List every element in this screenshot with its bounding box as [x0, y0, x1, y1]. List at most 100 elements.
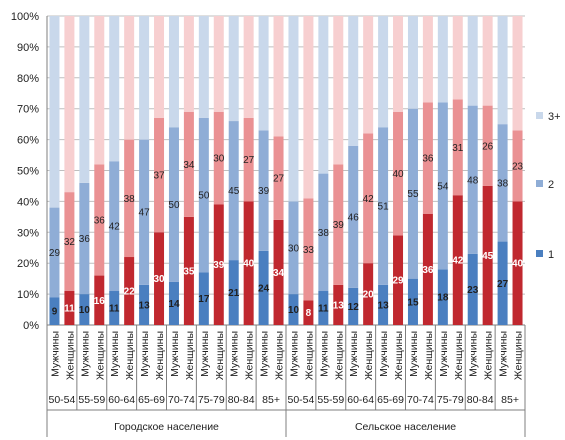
bar-segment [79, 182, 90, 295]
data-label: 39 [213, 260, 225, 271]
bar-segment [213, 204, 224, 325]
bar-segment [109, 161, 120, 292]
data-label: 39 [258, 186, 270, 197]
bar-segment [303, 198, 314, 301]
bar-segment [64, 192, 75, 292]
bar-segment [183, 216, 194, 325]
bar-segment [154, 232, 165, 325]
y-tick-label: 30% [17, 227, 39, 239]
data-label: 33 [303, 245, 315, 256]
bar-segment [407, 278, 418, 325]
sex-label: Женщины [124, 331, 136, 380]
bar-segment [348, 287, 359, 325]
data-label: 8 [306, 308, 312, 319]
bar-segment [318, 173, 329, 292]
bar-segment [273, 219, 284, 325]
data-label: 11 [109, 304, 120, 315]
age-group-label: 65-69 [138, 394, 165, 406]
legend-label: 2 [548, 179, 554, 191]
sex-label: Мужчины [288, 331, 300, 377]
y-tick-label: 90% [17, 42, 39, 54]
bar-segment [437, 102, 448, 270]
sex-label: Мужчины [408, 331, 420, 377]
age-group-label: 50-54 [288, 394, 315, 406]
bar-segment [437, 16, 448, 103]
data-label: 34 [273, 268, 285, 279]
bar-segment [393, 111, 404, 236]
bar-segment [303, 300, 314, 325]
bar-segment [363, 16, 374, 134]
sex-label: Женщины [154, 331, 166, 380]
data-label: 11 [64, 304, 75, 315]
age-group-label: 85+ [501, 394, 519, 406]
age-group-label: 60-64 [108, 394, 135, 406]
bar-segment [333, 284, 344, 325]
data-label: 51 [378, 202, 390, 213]
sex-label: Мужчины [468, 331, 480, 377]
x-axis-categories: Мужчины Женщины Мужчины Женщины Мужчины Женщи… [46, 325, 526, 437]
sex-label: Мужчины [109, 331, 121, 377]
bar-segment [198, 272, 209, 325]
data-label: 24 [258, 283, 270, 294]
bar-segment [333, 16, 344, 165]
bar-segment [348, 145, 359, 288]
data-label: 34 [183, 160, 195, 171]
data-label: 23 [467, 285, 479, 296]
age-group-label: 80-84 [228, 394, 255, 406]
bar-segment [467, 105, 478, 254]
data-label: 38 [497, 178, 509, 189]
y-tick-label: 0% [23, 320, 39, 332]
data-label: 54 [437, 181, 449, 192]
data-label: 16 [94, 296, 106, 307]
data-label: 35 [183, 266, 195, 277]
bar-segment [378, 16, 389, 128]
data-label: 18 [437, 293, 449, 304]
y-tick-label: 100% [11, 11, 39, 23]
legend-label: 3+ [548, 111, 561, 123]
legend-swatch [536, 112, 543, 119]
bar-segment [393, 16, 404, 112]
data-label: 50 [198, 191, 210, 202]
bar-segment [49, 207, 60, 298]
data-label: 40 [512, 259, 524, 270]
data-label: 45 [482, 251, 494, 262]
bar-segment [228, 121, 239, 261]
bar-segment [482, 185, 493, 325]
bar-segment [407, 108, 418, 279]
age-group-label: 70-74 [407, 394, 434, 406]
data-label: 29 [392, 276, 404, 287]
sex-label: Мужчины [498, 331, 510, 377]
data-label: 13 [333, 300, 345, 311]
age-group-label: 75-79 [437, 394, 464, 406]
sex-label: Мужчины [348, 331, 360, 377]
bar-segment [243, 201, 254, 325]
data-label: 47 [139, 208, 151, 219]
data-label: 36 [94, 215, 106, 226]
population-group-label: Городское население [114, 421, 219, 433]
y-tick-label: 20% [17, 258, 39, 270]
data-label: 45 [228, 186, 240, 197]
sex-label: Мужчины [79, 331, 91, 377]
sex-label: Женщины [333, 331, 345, 380]
bar-segment [288, 16, 299, 202]
bar-segment [467, 253, 478, 325]
age-group-label: 75-79 [198, 394, 225, 406]
data-label: 36 [422, 154, 434, 165]
bar-segment [139, 139, 150, 285]
data-label: 42 [363, 194, 375, 205]
bar-segment [273, 136, 284, 220]
bar-segment [139, 16, 150, 140]
sex-label: Женщины [513, 331, 525, 380]
data-label: 40 [392, 169, 404, 180]
bar-segment [378, 284, 389, 325]
data-label: 10 [79, 305, 91, 316]
bar-segment [79, 294, 90, 325]
data-label: 42 [452, 256, 464, 267]
bar-segment [482, 105, 493, 186]
sex-label: Мужчины [438, 331, 450, 377]
bar-segment [497, 124, 508, 242]
data-label: 32 [64, 237, 76, 248]
data-label: 55 [407, 189, 419, 200]
bar-segment [124, 139, 135, 258]
